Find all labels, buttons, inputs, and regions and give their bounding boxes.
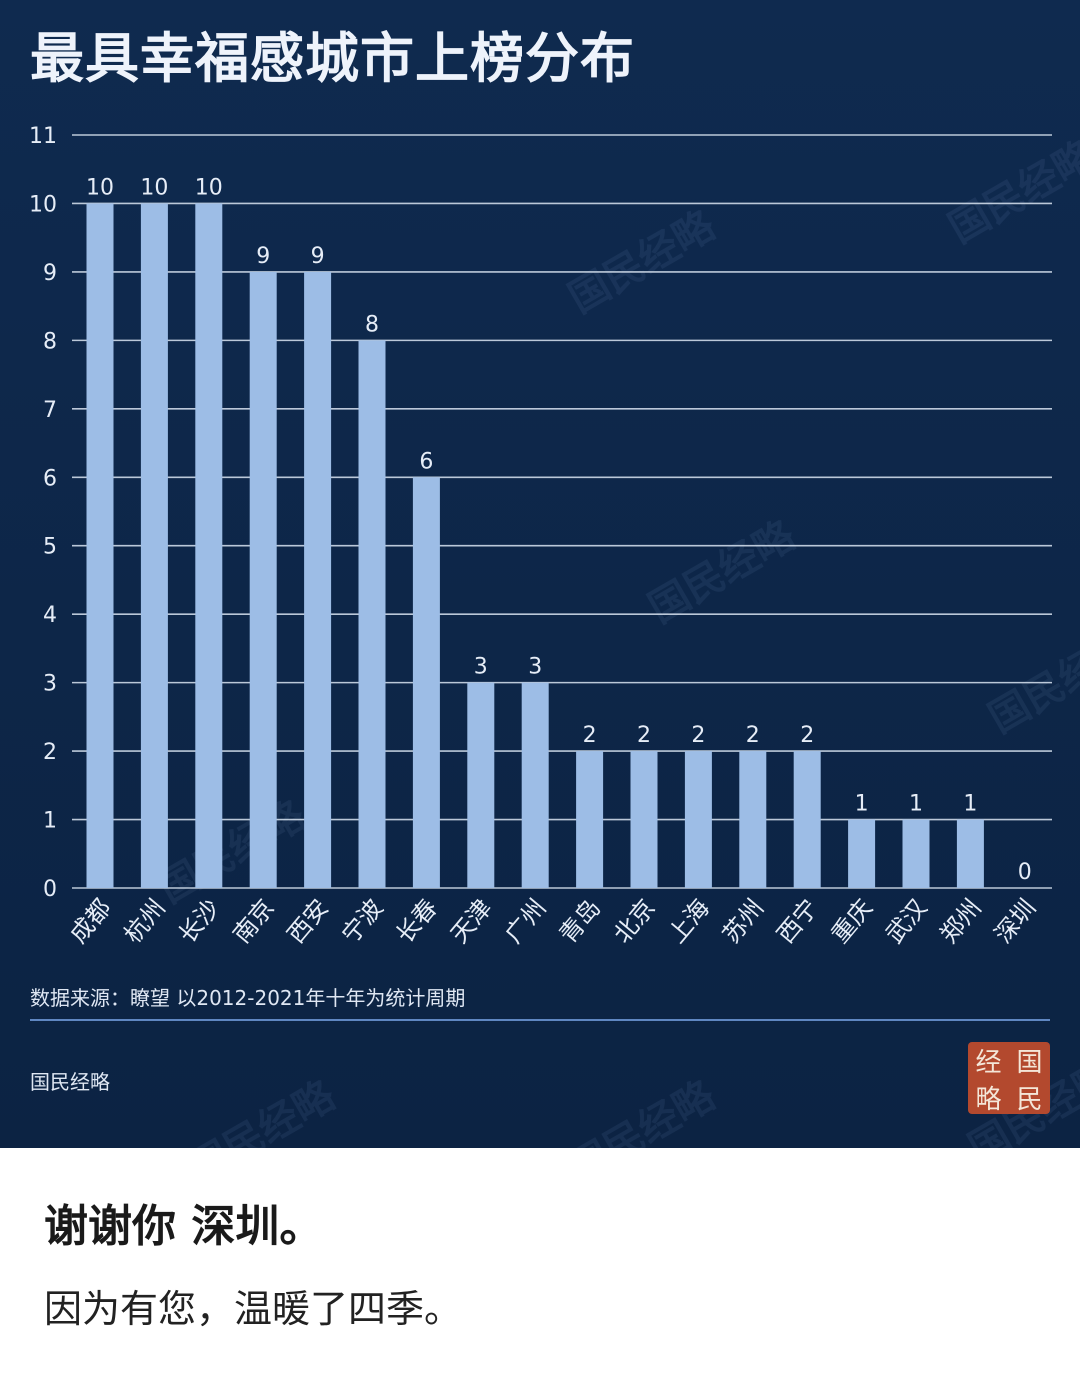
- x-tick-label: 成都: [64, 894, 116, 949]
- bar: [793, 751, 821, 888]
- seal-char: 民: [1016, 1085, 1043, 1115]
- data-label: 8: [365, 312, 379, 337]
- x-tick-label: 西宁: [771, 894, 823, 949]
- data-label: 0: [1018, 860, 1032, 885]
- x-tick-label: 南京: [227, 894, 279, 949]
- x-tick-label: 上海: [663, 894, 715, 949]
- data-label: 2: [583, 723, 597, 748]
- watermark-text: 国民经略: [181, 1072, 343, 1148]
- publisher-seal: 经 国 略 民: [968, 1042, 1050, 1115]
- seal-char: 国: [1016, 1048, 1043, 1078]
- y-tick-label: 11: [29, 124, 57, 149]
- data-source-note: 数据来源：瞭望 以2012-2021年十年为统计周期: [30, 986, 466, 1010]
- bar: [358, 340, 386, 888]
- data-label: 10: [140, 175, 168, 200]
- x-tick-label: 青岛: [554, 894, 606, 949]
- bar: [86, 203, 114, 889]
- divider: [30, 1019, 1050, 1021]
- caption-main: 谢谢你 深圳。: [44, 1201, 324, 1252]
- bar: [304, 271, 332, 889]
- publisher-name: 国民经略: [30, 1070, 110, 1094]
- x-tick-label: 武汉: [880, 894, 932, 949]
- y-tick-label: 6: [43, 466, 57, 491]
- y-tick-label: 10: [29, 192, 57, 217]
- poster: 国民经略国民经略国民经略国民经略国民经略国民经略国民经略国民经略 最具幸福感城市…: [0, 0, 1080, 1148]
- bar: [848, 819, 876, 888]
- x-tick-label: 长春: [391, 894, 443, 949]
- x-tick-label: 宁波: [336, 894, 388, 949]
- x-tick-label: 苏州: [717, 894, 769, 949]
- bar: [249, 271, 277, 889]
- data-label: 2: [746, 723, 760, 748]
- x-tick-label: 长沙: [173, 894, 225, 949]
- x-tick-label: 杭州: [119, 894, 171, 949]
- seal-char: 经: [975, 1048, 1002, 1078]
- x-tick-label: 深圳: [989, 894, 1041, 949]
- bar: [576, 751, 604, 888]
- bar: [467, 682, 495, 888]
- chart-title: 最具幸福感城市上榜分布: [30, 27, 635, 90]
- data-label: 1: [963, 792, 977, 817]
- y-tick-label: 8: [43, 329, 57, 354]
- data-label: 10: [195, 175, 223, 200]
- y-tick-label: 5: [43, 535, 57, 560]
- caption-sub: 因为有您，温暖了四季。: [44, 1287, 463, 1331]
- bar-chart: 0123456789101110成都10杭州10长沙9南京9西安8宁波6长春3天…: [29, 124, 1052, 949]
- data-label: 2: [691, 723, 705, 748]
- data-label: 9: [256, 244, 270, 269]
- bar: [521, 682, 549, 888]
- bar: [195, 203, 223, 889]
- bar: [630, 751, 658, 888]
- y-tick-label: 7: [43, 398, 57, 423]
- data-label: 3: [528, 655, 542, 680]
- x-tick-label: 广州: [499, 894, 551, 949]
- data-label: 2: [800, 723, 814, 748]
- y-tick-label: 2: [43, 740, 57, 765]
- bar: [684, 751, 712, 888]
- y-tick-label: 3: [43, 672, 57, 697]
- data-label: 6: [419, 449, 433, 474]
- data-label: 3: [474, 655, 488, 680]
- y-tick-label: 0: [43, 877, 57, 902]
- bar: [956, 819, 984, 888]
- y-tick-label: 9: [43, 261, 57, 286]
- x-tick-label: 郑州: [935, 894, 987, 949]
- bar: [140, 203, 168, 889]
- x-tick-label: 西安: [282, 894, 334, 949]
- bar: [902, 819, 930, 888]
- x-tick-label: 天津: [445, 894, 497, 949]
- y-tick-label: 4: [43, 603, 57, 628]
- data-label: 1: [855, 792, 869, 817]
- bar: [739, 751, 767, 888]
- data-label: 9: [311, 244, 325, 269]
- bar: [412, 477, 440, 888]
- data-label: 10: [86, 175, 114, 200]
- y-tick-label: 1: [43, 809, 57, 834]
- x-tick-label: 重庆: [826, 894, 878, 949]
- seal-char: 略: [975, 1085, 1002, 1115]
- data-label: 1: [909, 792, 923, 817]
- data-label: 2: [637, 723, 651, 748]
- x-tick-label: 北京: [608, 894, 660, 949]
- watermark-text: 国民经略: [561, 1072, 723, 1148]
